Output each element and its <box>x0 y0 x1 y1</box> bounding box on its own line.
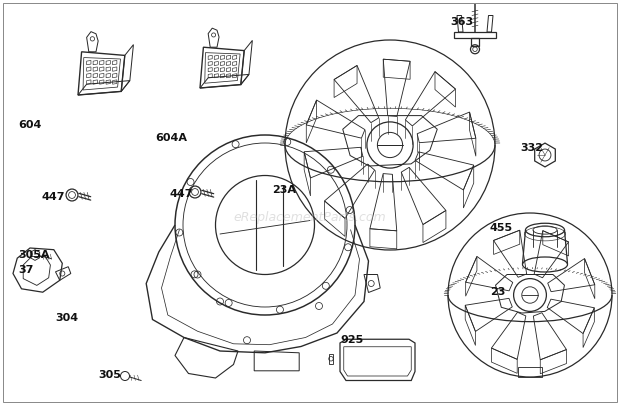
Text: 304: 304 <box>55 313 78 323</box>
Text: eReplacementParts.com: eReplacementParts.com <box>234 211 386 224</box>
Text: 37: 37 <box>18 265 33 275</box>
Text: 332: 332 <box>520 143 543 153</box>
Text: 23A: 23A <box>272 185 296 195</box>
Text: 305: 305 <box>98 370 121 380</box>
Text: 23: 23 <box>490 287 505 297</box>
Text: 447: 447 <box>170 189 193 199</box>
Text: 604A: 604A <box>155 133 187 143</box>
Text: 925: 925 <box>340 335 363 345</box>
Text: 604: 604 <box>18 120 42 130</box>
Text: 363: 363 <box>450 17 473 27</box>
Text: 447: 447 <box>42 192 66 202</box>
Text: 305A: 305A <box>18 250 50 260</box>
Text: 455: 455 <box>490 223 513 233</box>
